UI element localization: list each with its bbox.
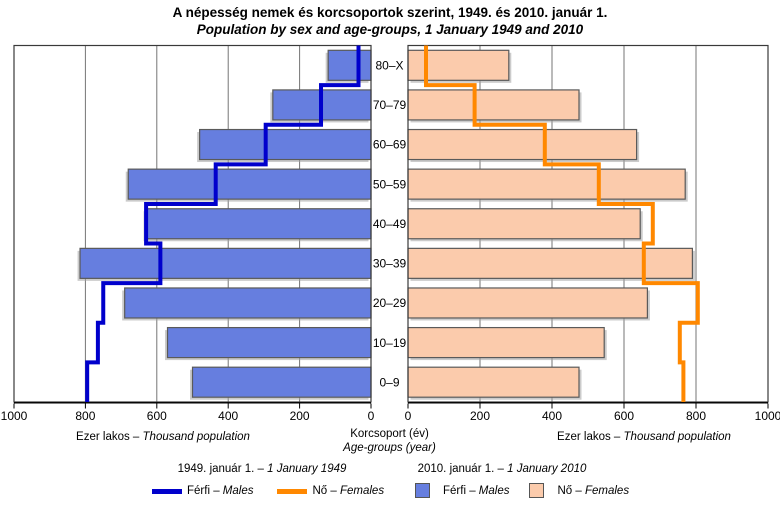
legend-female-1949-label: Nő – Females	[312, 485, 385, 497]
female-2010-bar-40–49	[407, 208, 641, 240]
male-2010-bar-20–29	[124, 287, 372, 319]
age-group-label-70–79: 70–79	[373, 98, 407, 112]
female-2010-bar-30–39	[407, 247, 693, 279]
x-tick-label-left-0: 0	[368, 409, 375, 423]
pyramid-chart-canvas: 1000 800 600 400 200 0 0 200 400 600 800 1000 80–X 70…	[1, 44, 780, 423]
female-2010-bar-80–X	[407, 49, 510, 81]
left-axis-caption: Ezer lakos – Thousand population	[76, 431, 250, 443]
x-tick-label-left-200: 200	[290, 409, 310, 423]
legend-male-2010-bar-swatch	[415, 483, 430, 498]
age-group-label-40–49: 40–49	[373, 217, 407, 231]
legend-female-2010-label: Nő – Females	[557, 484, 630, 497]
center-axis-caption-hu: Korcsoport (év)	[350, 428, 429, 440]
x-tick-label-right-200: 200	[470, 409, 490, 423]
legend-1949-header: 1949. január 1. – 1 January 1949	[177, 463, 347, 475]
plot-border-right	[407, 44, 769, 403]
x-tick-label-left-800: 800	[75, 409, 95, 423]
female-1949-step-line	[424, 45, 700, 402]
female-2010-bar-50–59	[407, 168, 686, 200]
legend-1949-items: Férfi – Males Nő – Females	[152, 485, 384, 497]
center-axis-caption-en: Age-groups (year)	[343, 441, 436, 454]
right-axis-caption: Ezer lakos – Thousand population	[557, 431, 731, 443]
x-tick-label-left-600: 600	[147, 409, 167, 423]
x-tick-label-right-800: 800	[686, 409, 706, 423]
male-2010-bar-10–19	[166, 326, 372, 359]
age-group-label-30–39: 30–39	[373, 257, 407, 271]
male-2010-bar-60–69	[199, 128, 372, 161]
female-2010-bar-0–9	[407, 366, 580, 398]
x-tick-label-right-0: 0	[405, 409, 412, 423]
legend-male-1949-line-swatch	[152, 488, 182, 494]
chart-title: A népesség nemek és korcsoportok szerint…	[0, 4, 780, 38]
male-2010-bar-30–39	[79, 247, 372, 279]
legend-2010-items: Férfi – Males Nő – Females	[415, 483, 629, 498]
legend-female-2010-bar-swatch	[529, 483, 545, 498]
x-tick-label-left-1000: 1000	[1, 409, 28, 423]
female-2010-bar-20–29	[407, 287, 648, 319]
x-tick-label-right-400: 400	[542, 409, 562, 423]
chart-title-en: Population by sex and age-groups, 1 Janu…	[196, 22, 584, 37]
male-1949-step-line	[85, 45, 361, 402]
legend-female-1949-line-swatch	[277, 488, 308, 494]
chart-title-hu: A népesség nemek és korcsoportok szerint…	[172, 5, 608, 20]
legend-2010-header: 2010. január 1. – 1 January 2010	[417, 463, 587, 475]
male-2010-bar-80–X	[327, 49, 372, 81]
female-2010-bar-10–19	[407, 326, 605, 359]
legend-male-2010-label: Férfi – Males	[443, 484, 510, 497]
age-group-label-0–9: 0–9	[379, 375, 399, 389]
male-2010-bar-40–49	[145, 208, 372, 240]
male-2010-bar-0–9	[191, 366, 372, 398]
age-group-label-60–69: 60–69	[373, 138, 407, 152]
age-group-label-80–X: 80–X	[375, 59, 403, 73]
female-2010-bar-60–69	[407, 128, 638, 161]
male-2010-bar-50–59	[127, 168, 372, 200]
age-group-label-20–29: 20–29	[373, 296, 407, 310]
age-group-label-50–59: 50–59	[373, 177, 407, 191]
x-tick-label-right-1000: 1000	[755, 409, 780, 423]
legend-male-1949-label: Férfi – Males	[187, 485, 254, 497]
plot-border-left	[13, 44, 372, 403]
age-group-label-10–19: 10–19	[373, 336, 407, 350]
x-tick-label-left-400: 400	[218, 409, 238, 423]
female-2010-bar-70–79	[407, 89, 580, 121]
x-tick-label-right-600: 600	[614, 409, 634, 423]
center-axis-caption: Korcsoport (év) Age-groups (year)	[319, 428, 460, 455]
